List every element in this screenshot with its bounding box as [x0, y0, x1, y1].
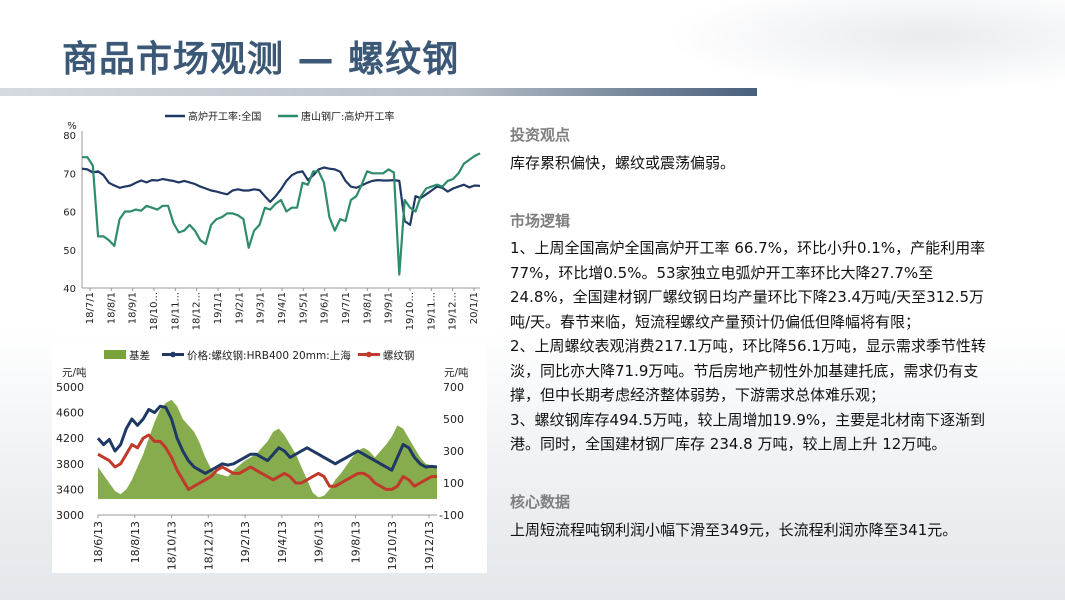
chart1-xtick-label: 18/9/1	[128, 292, 139, 324]
legend-label-0: 高炉开工率:全国	[188, 110, 261, 123]
legend-swatch-0	[104, 350, 126, 359]
core-data-section: 核心数据 上周短流程吨钢利润小幅下滑至349元，长流程利润亦降至341元。	[510, 491, 990, 543]
chart2-xtick-label: 19/6/13	[313, 521, 326, 563]
chart1-ytick-label: 60	[63, 208, 76, 219]
chart2-ytick-right-label: 300	[443, 445, 464, 458]
chart1-xtick-label: 19/12...	[448, 292, 459, 330]
analysis-panel: 投资观点 库存累积偏快，螺纹或震荡偏弱。 市场逻辑 1、上周全国高炉全国高炉开工…	[510, 124, 990, 543]
chart2-xtick-label: 19/12/13	[423, 521, 436, 570]
chart2-xtick-label: 18/6/13	[92, 521, 105, 563]
chart2-ytick-right-label: 500	[443, 413, 464, 426]
chart1-xtick-label: 19/10...	[405, 292, 416, 330]
chart2-xtick-label: 19/2/13	[239, 521, 252, 563]
chart2-ytick-right-label: 700	[443, 381, 464, 394]
chart2-y-left-unit: 元/吨	[62, 366, 87, 379]
title-underline	[0, 88, 757, 96]
logic-heading: 市场逻辑	[510, 212, 571, 230]
legend-label-2: 螺纹钢	[383, 349, 415, 362]
legend-label-1: 价格:螺纹钢:HRB400 20mm:上海	[187, 349, 351, 362]
chart1-xtick-label: 19/5/1	[298, 292, 309, 324]
logic-item-3: 3、螺纹钢库存494.5万吨，较上周增加19.9%，主要是北材南下逐渐到港。同时…	[510, 410, 986, 454]
blast-furnace-rate-chart-svg: 高炉开工率:全国 唐山钢厂:高炉开工率% 40 50 60 70 80 18/7/1 18/8/…	[63, 110, 481, 330]
chart1-xtick-label: 19/7/1	[341, 292, 352, 324]
chart2-ytick-left-label: 3000	[56, 509, 84, 522]
chart2-xtick-label: 19/10/13	[386, 521, 399, 570]
chart1-ytick-label: 50	[63, 246, 76, 257]
chart1-series-line-0	[81, 166, 481, 226]
viewpoint-text: 库存累积偏快，螺纹或震荡偏弱。	[510, 154, 736, 172]
chart1-xtick-label: 19/9/1	[384, 292, 395, 324]
core-data-text: 上周短流程吨钢利润小幅下滑至349元，长流程利润亦降至341元。	[510, 520, 958, 539]
legend-swatch-dot-1	[170, 351, 176, 358]
chart1-y-unit: %	[67, 121, 77, 132]
chart1-xtick-label: 18/8/1	[106, 292, 117, 324]
chart2-ytick-left-label: 3400	[56, 483, 84, 496]
chart1-xtick-label: 20/1/1	[469, 292, 480, 324]
legend-swatch-dot-2	[366, 351, 372, 358]
chart1-xtick-label: 19/4/1	[277, 292, 288, 324]
chart1-xtick-label: 19/1/1	[213, 292, 224, 324]
logic-section: 市场逻辑 1、上周全国高炉全国高炉开工率 66.7%，环比小升0.1%，产能利用…	[510, 210, 990, 457]
chart2-series-line-1	[96, 404, 438, 475]
chart1-legend: 高炉开工率:全国 唐山钢厂:高炉开工率	[165, 110, 394, 123]
chart2-xtick-label: 19/8/13	[349, 521, 362, 563]
chart1-ytick-label: 40	[63, 284, 76, 295]
chart1-xtick-label: 18/7/1	[85, 292, 96, 324]
header-world-map-decoration	[665, 0, 1065, 92]
chart1-xtick-label: 19/6/1	[320, 292, 331, 324]
rebar-price-basis-chart: 基差 价格:螺纹钢:HRB400 20mm:上海 螺纹钢元/吨 元/吨 3000 3400…	[52, 343, 487, 573]
chart2-legend: 基差 价格:螺纹钢:HRB400 20mm:上海 螺纹钢	[104, 349, 414, 362]
legend-label-1: 唐山钢厂:高炉开工率	[301, 110, 394, 123]
chart2-ytick-left-label: 4200	[56, 432, 84, 445]
chart2-y-right-unit: 元/吨	[444, 366, 469, 379]
chart2-ytick-right-label: -100	[439, 509, 464, 522]
chart2-ytick-left-label: 4600	[56, 407, 84, 420]
chart1-xtick-label: 18/11...	[170, 292, 181, 330]
chart2-xtick-label: 19/4/13	[276, 521, 289, 563]
page-title: 商品市场观测 — 螺纹钢	[62, 39, 460, 80]
viewpoint-heading: 投资观点	[510, 126, 571, 144]
chart1-xtick-label: 18/12...	[192, 292, 203, 330]
chart1-xtick-label: 19/8/1	[362, 292, 373, 324]
chart1-xtick-label: 19/3/1	[256, 292, 267, 324]
chart1-xtick-label: 19/2/1	[234, 292, 245, 324]
logic-item-2: 2、上周螺纹表观消费217.1万吨，环比降56.1万吨，显示需求季节性转淡，同比…	[510, 337, 986, 404]
chart2-ytick-right-label: 100	[443, 477, 464, 490]
logic-list: 1、上周全国高炉全国高炉开工率 66.7%，环比小升0.1%，产能利用率77%，…	[510, 236, 990, 457]
chart2-ytick-left-label: 3800	[56, 458, 84, 471]
chart1-xtick-label: 18/10...	[149, 292, 160, 330]
chart2-xtick-label: 18/10/13	[166, 521, 179, 570]
chart2-series-line-2	[97, 433, 437, 491]
core-data-heading: 核心数据	[510, 492, 571, 511]
chart1-xtick-label: 19/11...	[426, 292, 437, 330]
blast-furnace-rate-chart: 高炉开工率:全国 唐山钢厂:高炉开工率% 40 50 60 70 80 18/7/1 18/8/…	[55, 105, 492, 337]
chart1-series-line-1	[82, 152, 481, 276]
logic-item-1: 1、上周全国高炉全国高炉开工率 66.7%，环比小升0.1%，产能利用率77%，…	[510, 239, 986, 331]
chart2-xtick-label: 18/8/13	[129, 521, 142, 563]
chart1-ytick-label: 70	[63, 169, 76, 180]
chart2-basis-area	[98, 399, 437, 499]
chart2-xtick-label: 18/12/13	[202, 521, 215, 570]
chart2-ytick-left-label: 5000	[56, 381, 84, 394]
viewpoint-section: 投资观点 库存累积偏快，螺纹或震荡偏弱。	[510, 124, 990, 176]
legend-label-0: 基差	[129, 349, 150, 362]
chart1-ytick-label: 80	[63, 131, 76, 142]
